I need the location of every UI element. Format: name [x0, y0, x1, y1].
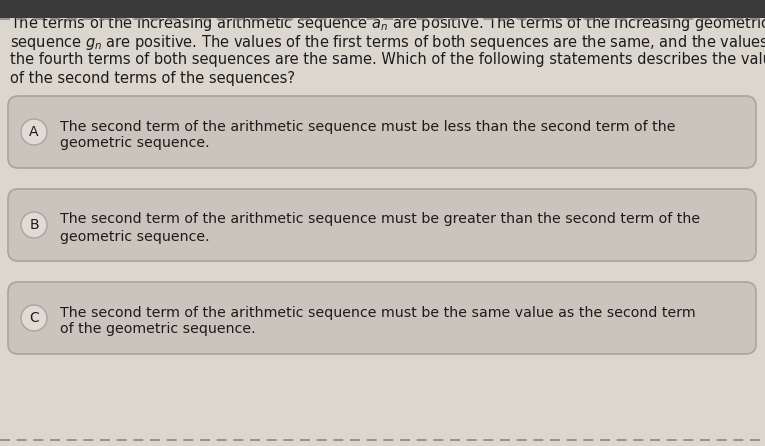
Text: geometric sequence.: geometric sequence. — [60, 230, 210, 244]
Circle shape — [21, 119, 47, 145]
Text: The second term of the arithmetic sequence must be less than the second term of : The second term of the arithmetic sequen… — [60, 120, 675, 133]
Text: A: A — [29, 125, 39, 139]
FancyBboxPatch shape — [8, 96, 756, 168]
FancyBboxPatch shape — [8, 189, 756, 261]
Bar — [0, 0, 765, 18]
Text: geometric sequence.: geometric sequence. — [60, 136, 210, 150]
Text: B: B — [29, 218, 39, 232]
Text: The second term of the arithmetic sequence must be greater than the second term : The second term of the arithmetic sequen… — [60, 212, 700, 227]
Text: of the second terms of the sequences?: of the second terms of the sequences? — [10, 71, 295, 86]
Text: of the geometric sequence.: of the geometric sequence. — [60, 322, 256, 336]
Circle shape — [21, 305, 47, 331]
Text: The second term of the arithmetic sequence must be the same value as the second : The second term of the arithmetic sequen… — [60, 306, 695, 319]
Text: sequence $g_n$ are positive. The values of the first terms of both sequences are: sequence $g_n$ are positive. The values … — [10, 33, 765, 52]
FancyBboxPatch shape — [8, 282, 756, 354]
Text: The terms of the increasing arithmetic sequence $a_n$ are positive. The terms of: The terms of the increasing arithmetic s… — [10, 14, 765, 33]
Text: the fourth terms of both sequences are the same. Which of the following statemen: the fourth terms of both sequences are t… — [10, 52, 765, 67]
Text: C: C — [29, 311, 39, 325]
Circle shape — [21, 212, 47, 238]
